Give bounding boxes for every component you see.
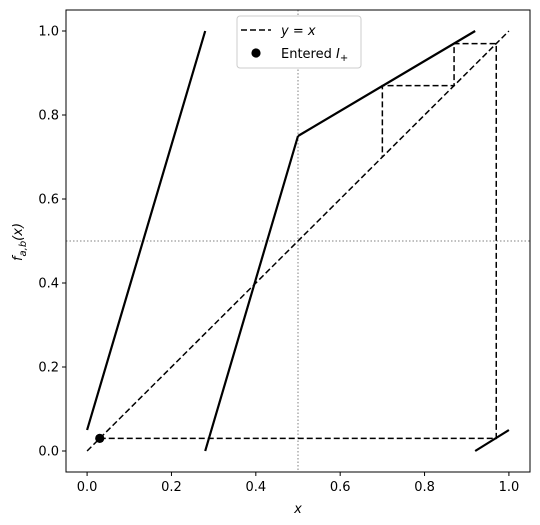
y-tick-label: 0.0 <box>38 445 59 460</box>
plot-frame <box>65 9 531 473</box>
x-axis-label: x <box>293 502 302 517</box>
x-tick-label: 0.8 <box>414 480 435 495</box>
entered-point-marker <box>95 433 105 443</box>
map-segment-1 <box>86 30 207 431</box>
x-tick-label: 0.2 <box>161 480 182 495</box>
map-segment-2 <box>204 135 300 452</box>
y-tick-label: 0.6 <box>38 193 59 208</box>
x-tick-label: 0.4 <box>245 480 266 495</box>
y-tick-label: 0.4 <box>38 277 59 292</box>
y-axis-label: fa,b(x) <box>11 223 29 261</box>
legend-label-y-equals-x: y = x <box>280 24 316 39</box>
x-tick-label: 0.6 <box>330 480 351 495</box>
legend-box <box>236 15 362 69</box>
plot-data <box>86 30 510 452</box>
map-segment-3 <box>297 30 476 137</box>
y-tick-label: 1.0 <box>38 25 59 40</box>
y-tick-label: 0.2 <box>38 361 59 376</box>
y-tick-label: 0.8 <box>38 109 59 124</box>
map-segment-4 <box>474 429 510 452</box>
identity-line-series-0 <box>86 30 510 452</box>
legend-label-entered: Entered I+ <box>281 47 348 64</box>
x-tick-label: 1.0 <box>499 480 520 495</box>
axes: 0.0 0.2 0.4 0.6 0.8 1.0 0.0 0.2 0.4 0.6 0.8 1.0 <box>38 9 531 495</box>
legend-dot-swatch <box>251 48 261 58</box>
legend: y = x Entered I+ <box>236 15 362 69</box>
x-tick-label: 0.0 <box>77 480 98 495</box>
